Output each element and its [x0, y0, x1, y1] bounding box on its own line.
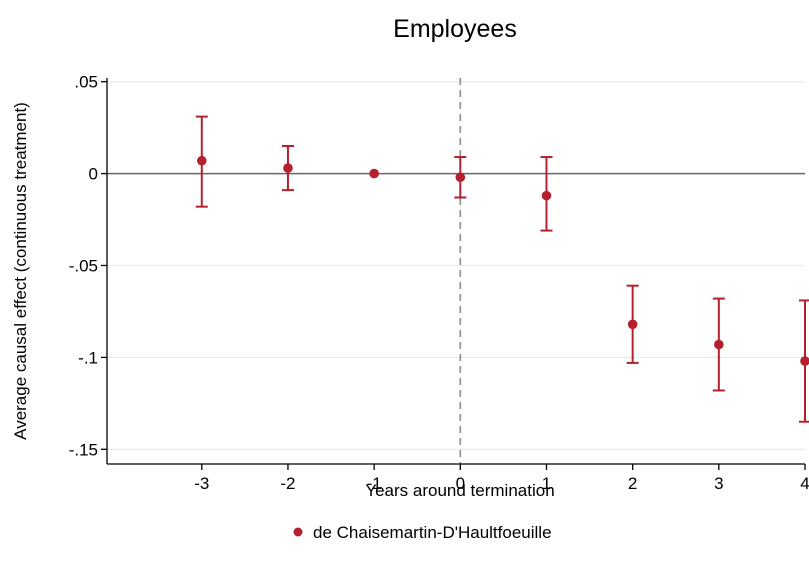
legend: de Chaisemartin-D'Haultfoeuille: [293, 523, 552, 542]
data-point: [800, 356, 809, 366]
legend-label: de Chaisemartin-D'Haultfoeuille: [313, 523, 552, 542]
data-point: [455, 172, 466, 183]
data-point: [627, 319, 638, 330]
y-tick-label: 0: [89, 165, 98, 184]
x-tick-label: 4: [800, 474, 809, 493]
x-tick-label: 0: [456, 474, 465, 493]
x-tick-label: -2: [280, 474, 295, 493]
x-tick-label: 1: [542, 474, 551, 493]
x-tick-label: -3: [194, 474, 209, 493]
y-tick-label: -.1: [78, 348, 98, 367]
y-tick-label: -.05: [69, 256, 98, 275]
data-point: [369, 168, 379, 179]
legend-marker: [293, 527, 303, 537]
x-axis-label: Years around termination: [365, 481, 554, 500]
y-tick-label: -.15: [69, 440, 98, 459]
x-axis-ticks: -3 -2 -1 0 1 2 3 4: [194, 464, 809, 493]
data-point: [196, 155, 207, 166]
grid: [107, 81, 805, 450]
chart-title: Employees: [393, 15, 517, 43]
y-tick-label: .05: [74, 73, 98, 92]
y-axis-label: Average causal effect (continuous treatm…: [11, 102, 30, 440]
data-marks: [195, 115, 809, 423]
data-point: [714, 339, 724, 350]
y-axis-ticks: .05 0 -.05 -.1 -.15: [69, 73, 107, 459]
data-point: [541, 190, 552, 201]
data-point: [283, 163, 293, 173]
axes: [106, 78, 805, 465]
x-tick-label: -1: [367, 474, 382, 493]
x-tick-label: 3: [714, 474, 723, 493]
x-tick-label: 2: [628, 474, 637, 493]
